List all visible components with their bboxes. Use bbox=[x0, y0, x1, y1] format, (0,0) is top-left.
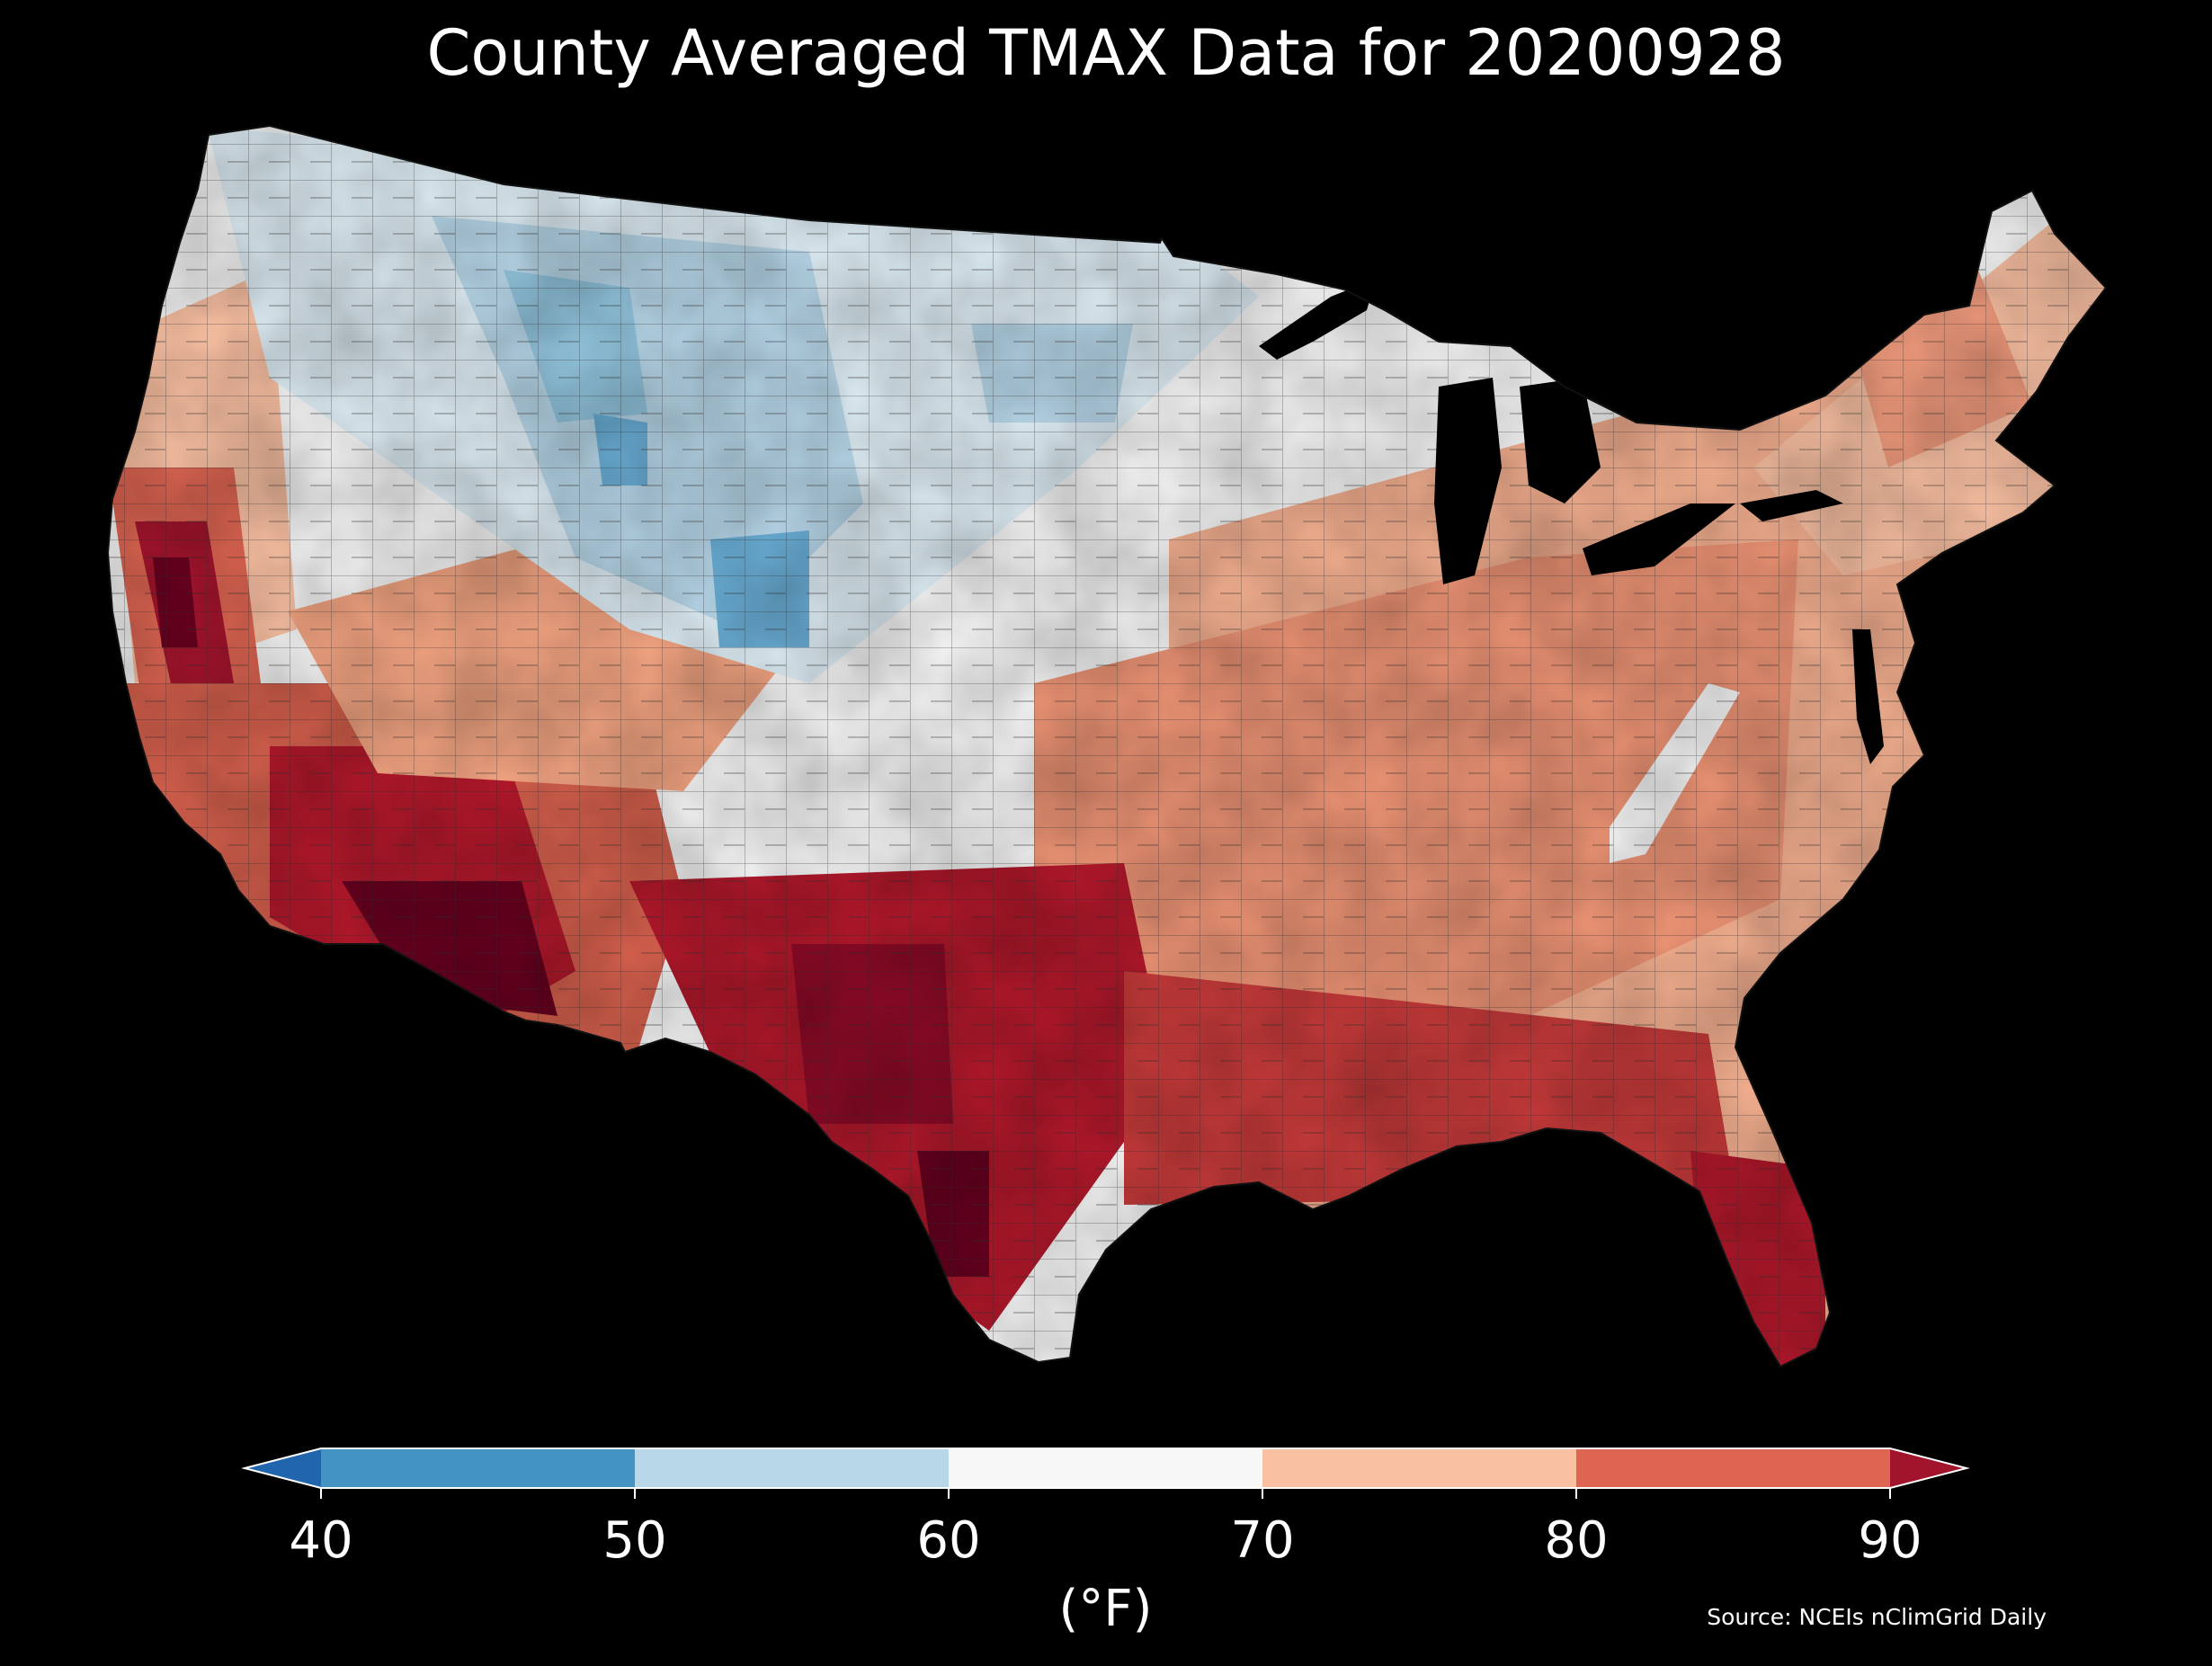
colorbar-bin-4 bbox=[1576, 1448, 1890, 1488]
colorbar-over-arrow bbox=[1890, 1448, 1967, 1488]
source-credit: Source: NCEIs nClimGrid Daily bbox=[1707, 1604, 2047, 1630]
colorbar-tick-label-70: 70 bbox=[1230, 1511, 1294, 1570]
colorbar-tick-label-80: 80 bbox=[1544, 1511, 1608, 1570]
map-title: County Averaged TMAX Data for 20200928 bbox=[426, 16, 1786, 90]
colorbar-tick-label-90: 90 bbox=[1858, 1511, 1922, 1570]
colorbar-under-arrow bbox=[245, 1448, 321, 1488]
colorbar-unit-label: (°F) bbox=[1059, 1580, 1153, 1638]
colorbar-tick-label-40: 40 bbox=[289, 1511, 352, 1570]
colorbar: 40 50 60 70 80 90 (°F) bbox=[241, 1448, 1970, 1638]
colorbar-bin-2 bbox=[949, 1448, 1262, 1488]
colorbar-bin-1 bbox=[635, 1448, 949, 1488]
colorbar-tick-label-50: 50 bbox=[602, 1511, 666, 1570]
colorbar-tick-label-60: 60 bbox=[916, 1511, 980, 1570]
colorbar-bin-3 bbox=[1262, 1448, 1576, 1488]
great-lakes bbox=[1259, 279, 1884, 764]
country-outline bbox=[106, 124, 2108, 1368]
colorbar-bin-0 bbox=[321, 1448, 635, 1488]
